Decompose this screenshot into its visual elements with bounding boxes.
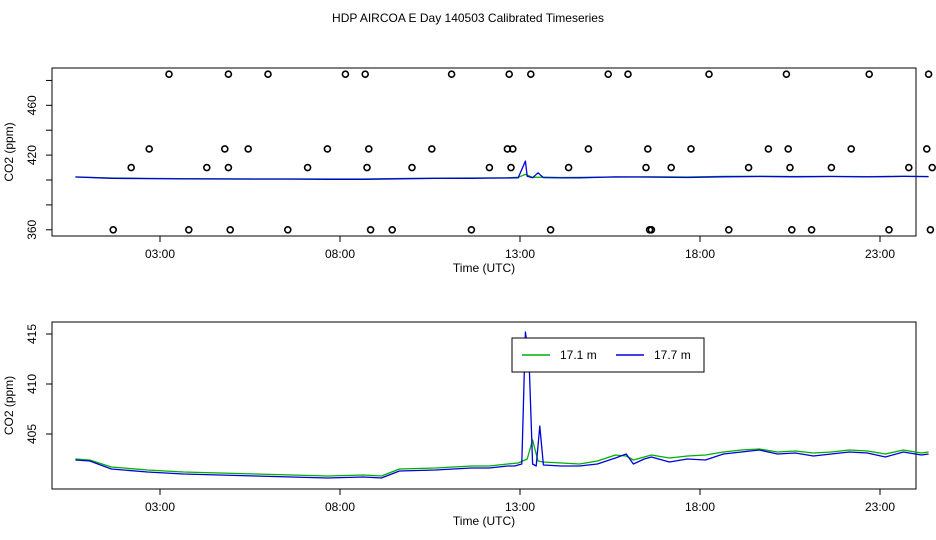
outlier-point <box>283 225 292 234</box>
y-tick-label: 415 <box>25 324 39 344</box>
y-tick-label: 420 <box>25 145 39 165</box>
x-tick-label: 03:00 <box>145 500 175 514</box>
outlier-point <box>624 70 632 79</box>
outlier-point <box>546 225 555 234</box>
plot-frame <box>51 67 917 237</box>
series-line-blue <box>75 331 929 479</box>
x-tick-label: 18:00 <box>685 500 715 514</box>
outlier-point <box>667 163 676 172</box>
outlier-point <box>165 70 173 79</box>
outlier-point <box>724 225 733 234</box>
x-tick-label: 23:00 <box>865 500 895 514</box>
outlier-point <box>584 145 593 153</box>
series-line-blue <box>75 160 929 180</box>
series-line-green <box>75 439 929 477</box>
chart-title: HDP AIRCOA E Day 140503 Calibrated Times… <box>332 11 604 25</box>
outlier-point <box>341 70 350 79</box>
outlier-point <box>264 70 272 79</box>
outlier-point <box>744 163 753 172</box>
outlier-point <box>787 225 796 234</box>
y-tick-label: 360 <box>25 219 39 239</box>
legend-label: 17.1 m <box>560 348 597 362</box>
outlier-point <box>508 145 517 153</box>
outlier-point <box>705 70 713 79</box>
x-tick-label: 23:00 <box>865 247 895 261</box>
outlier-point <box>145 145 153 153</box>
outlier-point <box>244 145 252 153</box>
outlier-point <box>782 70 791 79</box>
top-panel: 03:00 08:00 13:00 18:00 23:00 360 420 460 Time (… <box>2 67 936 275</box>
x-tick-label: 18:00 <box>685 247 715 261</box>
outlier-point <box>221 145 229 153</box>
outlier-point <box>226 225 234 234</box>
outlier-point <box>485 163 494 172</box>
legend-label: 17.7 m <box>654 348 691 362</box>
outlier-point <box>127 163 135 172</box>
outlier-point <box>687 145 695 153</box>
outlier-point <box>922 145 931 153</box>
outlier-point <box>642 163 650 172</box>
x-tick-label: 13:00 <box>505 247 535 261</box>
outlier-point <box>361 70 370 79</box>
outlier-point <box>643 145 652 153</box>
outlier-point <box>366 225 375 234</box>
outlier-point <box>564 163 573 172</box>
outlier-point <box>224 70 233 79</box>
outlier-point <box>109 225 117 234</box>
outlier-point <box>505 70 514 79</box>
outlier-point <box>185 225 193 234</box>
outlier-point <box>647 225 656 234</box>
outlier-point <box>904 163 913 172</box>
outlier-point <box>303 163 312 172</box>
outlier-point <box>467 225 476 234</box>
outlier-point <box>865 70 874 79</box>
x-axis-label: Time (UTC) <box>453 261 515 275</box>
outlier-point <box>786 163 794 172</box>
outlier-point <box>507 163 515 172</box>
outlier-point <box>784 145 793 153</box>
outlier-point <box>604 70 613 79</box>
outlier-point <box>323 145 332 153</box>
outlier-point <box>363 163 371 172</box>
outlier-point <box>926 225 935 234</box>
outlier-point <box>764 145 773 153</box>
outlier-point <box>447 70 456 79</box>
outlier-point <box>928 163 936 172</box>
x-tick-label: 03:00 <box>145 247 175 261</box>
outlier-point <box>408 163 416 172</box>
outlier-point <box>807 225 816 234</box>
outlier-point <box>388 225 397 234</box>
x-tick-label: 08:00 <box>325 500 355 514</box>
outlier-point <box>224 163 233 172</box>
outlier-point <box>427 145 436 153</box>
y-axis-label: CO2 (ppm) <box>2 376 16 435</box>
y-tick-label: 405 <box>25 424 39 444</box>
y-tick-label: 460 <box>25 95 39 115</box>
outlier-point <box>203 163 211 172</box>
x-axis-label: Time (UTC) <box>453 514 515 528</box>
plot-frame <box>51 321 917 490</box>
outlier-point <box>924 70 933 79</box>
outlier-point <box>526 70 535 79</box>
bottom-panel: 03:00 08:00 13:00 18:00 23:00 405 410 415 Time (… <box>2 321 929 528</box>
outlier-point <box>847 145 856 153</box>
x-tick-label: 08:00 <box>325 247 355 261</box>
y-axis-label: CO2 (ppm) <box>2 122 16 181</box>
y-tick-label: 410 <box>25 374 39 394</box>
outlier-point <box>364 145 373 153</box>
outlier-point <box>885 225 893 234</box>
outlier-point <box>827 163 836 172</box>
x-tick-label: 13:00 <box>505 500 535 514</box>
